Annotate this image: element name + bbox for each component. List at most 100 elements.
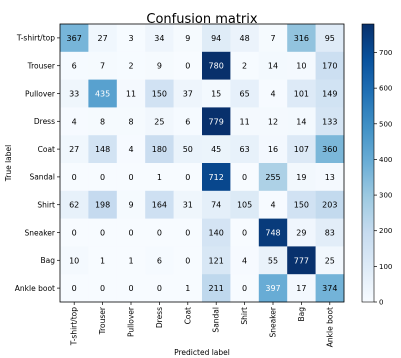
heatmap-cell bbox=[88, 246, 118, 275]
x-tick-labels: T-shirt/top Trouser Pullover Dress Coat Sanda… bbox=[70, 302, 334, 347]
cell-value-label: 14 bbox=[296, 117, 306, 126]
heatmap-cell bbox=[202, 107, 231, 136]
heatmap-cell bbox=[145, 24, 174, 53]
cell-value-label: 6 bbox=[157, 256, 162, 265]
heatmap-cell bbox=[88, 107, 118, 136]
heatmap-cell bbox=[116, 163, 146, 192]
x-tick-label: Bag bbox=[297, 307, 306, 322]
heatmap-cell bbox=[202, 24, 231, 53]
heatmap-cell bbox=[230, 163, 260, 192]
colorbar-tick-label: 500 bbox=[379, 120, 392, 128]
y-tick-label: Dress bbox=[34, 117, 55, 126]
cell-value-label: 133 bbox=[322, 117, 337, 126]
heatmap-cell bbox=[60, 107, 89, 136]
cell-value-label: 29 bbox=[296, 229, 306, 238]
heatmap-cell bbox=[230, 135, 260, 164]
x-tick-label: Dress bbox=[155, 307, 164, 328]
heatmap-cell bbox=[173, 163, 203, 192]
heatmap-cell bbox=[202, 79, 231, 108]
cell-value-label: 3 bbox=[128, 34, 133, 43]
heatmap-cell bbox=[116, 107, 146, 136]
heatmap-cell bbox=[173, 218, 203, 247]
heatmap-cell bbox=[145, 274, 174, 303]
heatmap-cell bbox=[258, 274, 288, 303]
heatmap-cell bbox=[258, 163, 288, 192]
cell-value-label: 17 bbox=[296, 284, 306, 293]
heatmap-cell bbox=[287, 246, 316, 275]
heatmap-cell bbox=[315, 163, 345, 192]
heatmap-cell bbox=[315, 190, 345, 219]
y-tick-label: Pullover bbox=[25, 89, 56, 98]
heatmap-cell bbox=[202, 246, 231, 275]
cell-value-label: 150 bbox=[294, 201, 309, 210]
heatmap-cell bbox=[173, 51, 203, 80]
cell-value-label: 27 bbox=[98, 34, 108, 43]
heatmap-cell bbox=[202, 274, 231, 303]
y-tick-label: Ankle boot bbox=[15, 284, 55, 293]
colorbar bbox=[361, 23, 375, 303]
cell-value-label: 0 bbox=[185, 173, 190, 182]
heatmap-cell bbox=[258, 135, 288, 164]
cell-value-label: 9 bbox=[128, 201, 133, 210]
cell-value-label: 203 bbox=[322, 201, 337, 210]
cell-value-label: 0 bbox=[72, 284, 77, 293]
heatmap-cell bbox=[173, 274, 203, 303]
heatmap-cell bbox=[60, 51, 89, 80]
cell-value-label: 94 bbox=[211, 34, 221, 43]
cell-value-label: 34 bbox=[154, 34, 164, 43]
cell-value-label: 101 bbox=[294, 90, 309, 99]
cell-value-label: 95 bbox=[325, 34, 335, 43]
heatmap-cell bbox=[88, 79, 118, 108]
cell-value-label: 150 bbox=[152, 90, 167, 99]
heatmap-cell bbox=[258, 51, 288, 80]
heatmap-cell bbox=[173, 190, 203, 219]
colorbar-tick-label: 600 bbox=[379, 85, 392, 93]
cell-value-label: 316 bbox=[294, 34, 309, 43]
cell-value-label: 8 bbox=[128, 117, 133, 126]
cell-value-label: 780 bbox=[209, 62, 224, 71]
cell-value-label: 170 bbox=[322, 62, 337, 71]
cell-value-label: 1 bbox=[157, 173, 162, 182]
heatmap-cell bbox=[202, 190, 231, 219]
heatmap-cell bbox=[287, 135, 316, 164]
cell-value-label: 140 bbox=[209, 229, 224, 238]
cell-value-label: 777 bbox=[294, 256, 309, 265]
heatmap-cell bbox=[287, 218, 316, 247]
cell-value-label: 105 bbox=[237, 201, 252, 210]
chart-title: Confusion matrix bbox=[146, 12, 257, 27]
heatmap-cell bbox=[315, 274, 345, 303]
cell-value-label: 4 bbox=[270, 201, 275, 210]
heatmap-cell bbox=[230, 79, 260, 108]
heatmap-cell bbox=[287, 274, 316, 303]
heatmap-cell bbox=[258, 79, 288, 108]
cell-value-label: 45 bbox=[211, 145, 221, 154]
heatmap-cell bbox=[230, 24, 260, 53]
plot-frame bbox=[59, 23, 345, 303]
cell-value-label: 1 bbox=[100, 256, 105, 265]
cell-value-label: 16 bbox=[268, 145, 278, 154]
cell-value-label: 4 bbox=[128, 145, 133, 154]
heatmap-cell bbox=[258, 218, 288, 247]
cell-value-label: 27 bbox=[69, 145, 79, 154]
x-tick-label: Pullover bbox=[127, 306, 136, 337]
heatmap-cell bbox=[60, 274, 89, 303]
heatmap-cell bbox=[315, 107, 345, 136]
cell-value-label: 6 bbox=[72, 62, 77, 71]
heatmap-cell bbox=[60, 190, 89, 219]
heatmap-cell bbox=[230, 246, 260, 275]
cell-value-label: 397 bbox=[265, 284, 280, 293]
cell-value-label: 13 bbox=[325, 173, 335, 182]
x-tick-label: Coat bbox=[183, 307, 192, 324]
heatmap-cell bbox=[60, 24, 89, 53]
heatmap-cell bbox=[287, 51, 316, 80]
cell-value-label: 0 bbox=[242, 229, 247, 238]
cell-value-label: 779 bbox=[209, 117, 224, 126]
heatmap-cell bbox=[88, 163, 118, 192]
heatmap-cell bbox=[88, 218, 118, 247]
heatmap-cell bbox=[315, 218, 345, 247]
heatmap-cell bbox=[287, 163, 316, 192]
cell-value-label: 1 bbox=[185, 284, 190, 293]
heatmap-cell bbox=[287, 107, 316, 136]
colorbar-tick-label: 700 bbox=[379, 49, 392, 57]
